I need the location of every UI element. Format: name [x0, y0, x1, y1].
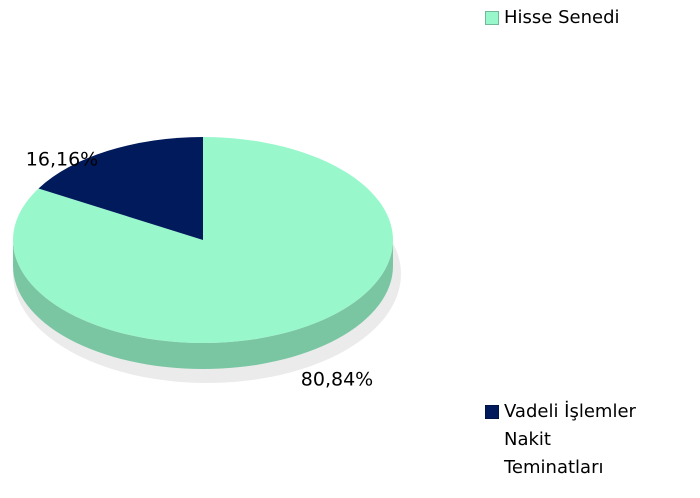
legend-marker — [485, 405, 499, 419]
legend-marker — [485, 11, 499, 25]
slice-side — [13, 240, 393, 369]
legend-label: Vadeli İşlemler Nakit Teminatları — [504, 401, 636, 478]
slice — [12, 137, 394, 343]
legend-label: Hisse Senedi — [504, 7, 620, 28]
data-label: 16,16% — [26, 149, 98, 171]
legend-item: Vadeli İşlemler Nakit Teminatları — [485, 398, 695, 482]
slice — [38, 137, 203, 240]
data-label: 80,84% — [301, 369, 373, 391]
legend-item: Hisse Senedi — [485, 4, 620, 32]
